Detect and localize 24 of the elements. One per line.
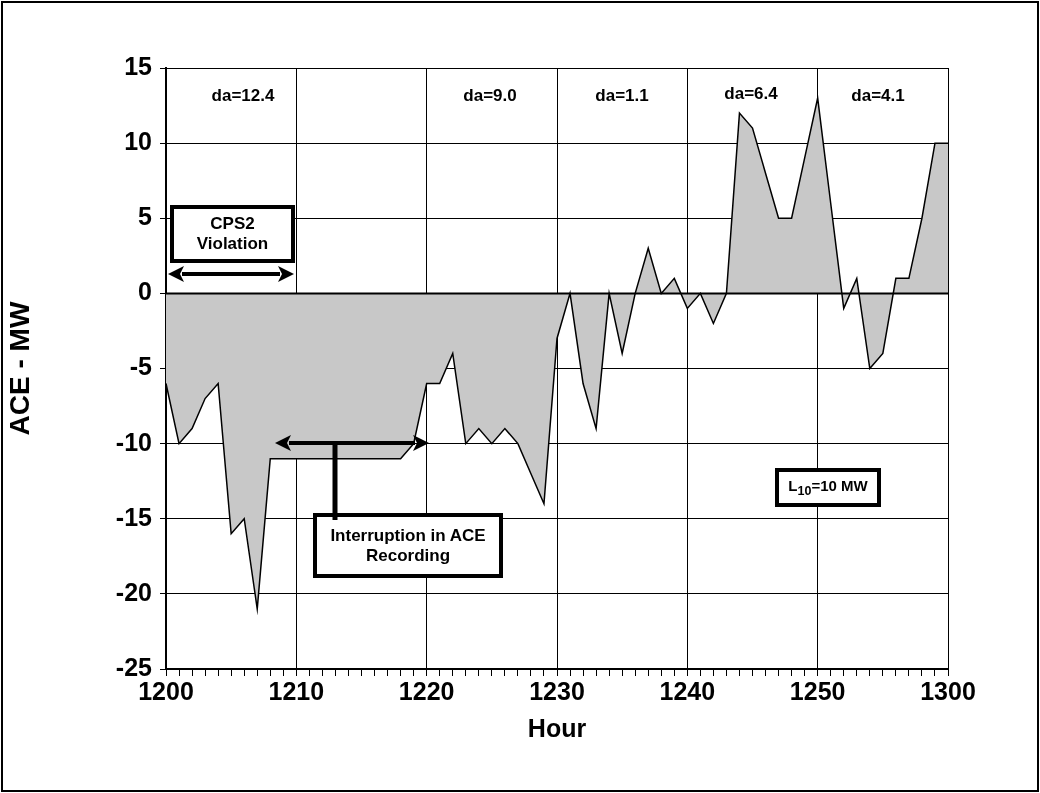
annotation: da=1.1 <box>595 86 649 105</box>
y-tick-label: 5 <box>138 202 153 231</box>
annotation: Interruption in ACE Recording <box>329 525 487 566</box>
y-tick-label: -20 <box>115 577 152 606</box>
y-tick-label: -10 <box>115 427 152 456</box>
annotation: da=12.4 <box>211 86 275 105</box>
annotation: L$_{10}$=10 MW <box>788 476 868 499</box>
annotation: da=4.1 <box>851 86 905 105</box>
annotation: CPS2 Violation <box>195 214 270 254</box>
y-tick-label: -5 <box>129 352 153 381</box>
x-tick-label: 1250 <box>789 676 846 705</box>
x-tick-label: 1300 <box>920 676 976 705</box>
x-tick-label: 1240 <box>659 676 716 705</box>
y-tick-label: 10 <box>124 127 152 156</box>
annotation: da=6.4 <box>724 84 778 103</box>
y-tick-label: 15 <box>124 51 153 80</box>
x-tick-label: 1210 <box>268 676 325 705</box>
x-tick-label: 1220 <box>398 676 455 705</box>
y-tick-label: -15 <box>115 502 153 531</box>
y-axis-title: ACE - MW <box>3 301 35 436</box>
x-axis-title: Hour <box>527 713 587 742</box>
y-tick-label: 0 <box>138 277 152 306</box>
annotation: da=9.0 <box>463 86 517 105</box>
x-tick-label: 1230 <box>529 676 585 705</box>
